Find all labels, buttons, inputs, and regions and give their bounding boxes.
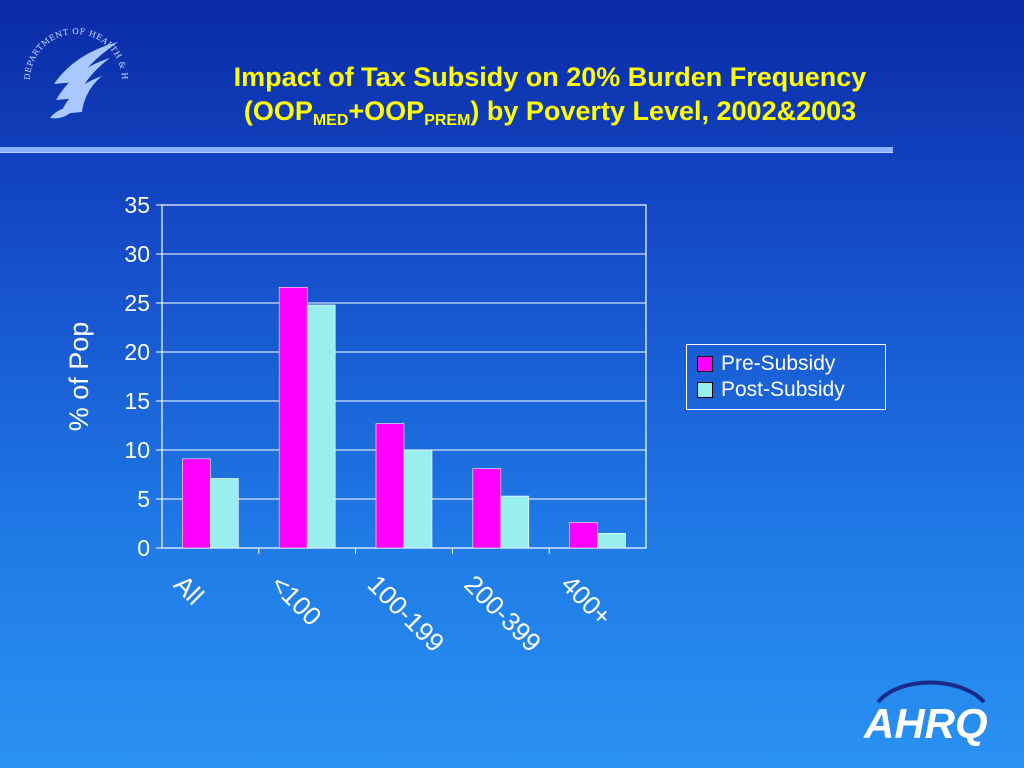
bar-pre-1	[278, 287, 308, 549]
legend-item-post: Post-Subsidy	[697, 377, 879, 403]
bar-post-0	[210, 478, 239, 549]
ahrq-logo: AHRQ	[863, 680, 988, 746]
bar-pre-0	[182, 458, 211, 549]
bar-post-4	[597, 532, 626, 549]
title-rest: ) by Poverty Level, 2002&2003	[470, 96, 857, 126]
bar-pre-4	[569, 522, 598, 549]
y-tick-label: 25	[124, 290, 150, 316]
legend-label-pre: Pre-Subsidy	[721, 352, 836, 375]
title-divider	[0, 147, 893, 153]
hhs-logo: DEPARTMENT OF HEALTH & HUMAN SERVICES • …	[10, 14, 129, 119]
title-sub-med: MED	[312, 112, 349, 129]
title-sub-prem: PREM	[424, 112, 471, 129]
y-tick-label: 30	[124, 241, 150, 267]
bar-post-3	[500, 495, 530, 549]
title-oop-2: +OOP	[348, 96, 425, 126]
x-tick-label: <100	[265, 569, 328, 632]
bar-pre-3	[472, 468, 502, 549]
legend-item-pre: Pre-Subsidy	[697, 351, 879, 377]
y-tick-label: 0	[137, 535, 150, 561]
legend-swatch-post	[697, 382, 713, 398]
y-tick-label: 20	[124, 339, 150, 365]
title-oop-1: (OOP	[243, 96, 313, 126]
bar-post-2	[403, 449, 433, 549]
x-tick-label: All	[168, 569, 210, 611]
chart-legend: Pre-Subsidy Post-Subsidy	[686, 344, 886, 410]
bar-pre-2	[375, 423, 405, 549]
title-line-2: (OOPMED+OOPPREM) by Poverty Level, 2002&…	[130, 94, 970, 129]
y-tick-label: 35	[124, 192, 150, 218]
x-tick-label: 400+	[555, 569, 618, 632]
x-tick-label: 200-399	[459, 569, 548, 658]
legend-swatch-pre	[697, 356, 713, 372]
ahrq-logo-text: AHRQ	[863, 700, 988, 746]
y-axis-label: % of Pop	[64, 322, 94, 432]
y-tick-label: 15	[124, 388, 150, 414]
bar-post-1	[306, 304, 336, 549]
y-tick-label: 10	[124, 437, 150, 463]
slide-title: Impact of Tax Subsidy on 20% Burden Freq…	[130, 60, 970, 129]
x-tick-label: 100-199	[362, 569, 451, 658]
y-tick-label: 5	[137, 486, 150, 512]
legend-label-post: Post-Subsidy	[721, 378, 845, 401]
title-line-1: Impact of Tax Subsidy on 20% Burden Freq…	[233, 62, 867, 92]
